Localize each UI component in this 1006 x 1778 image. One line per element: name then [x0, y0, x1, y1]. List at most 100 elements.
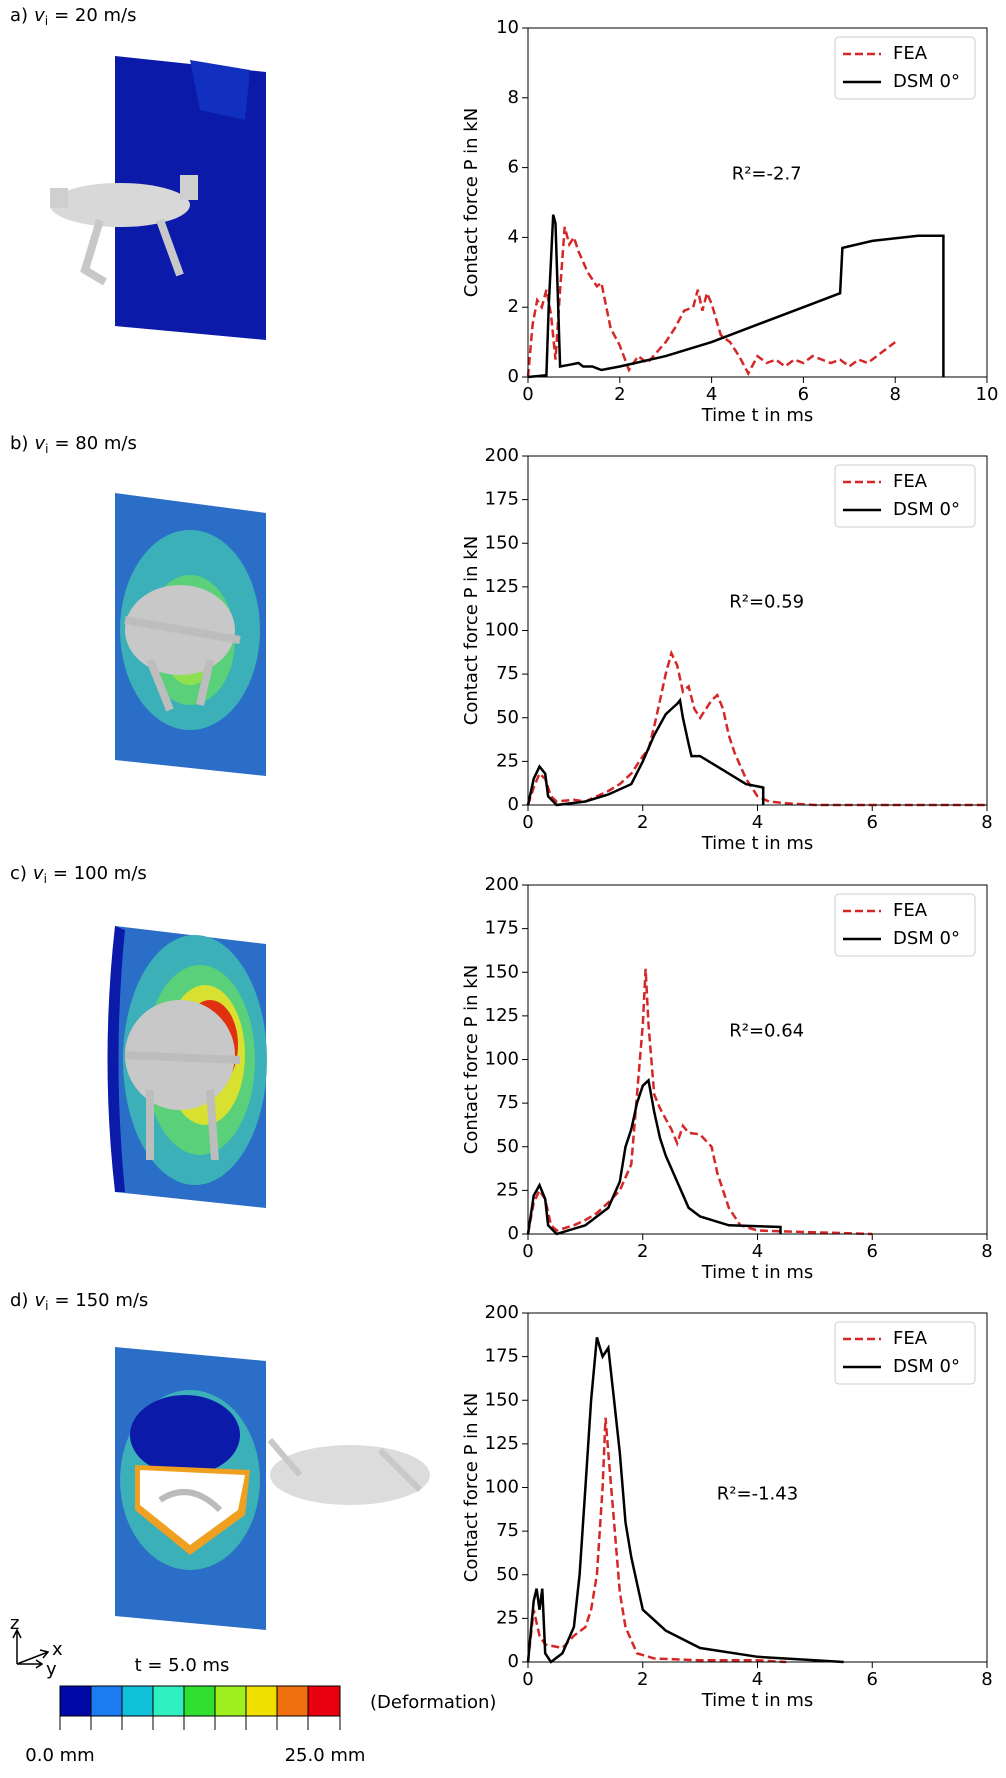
- legend-label: DSM 0°: [893, 499, 960, 520]
- y-tick-label: 0: [508, 366, 519, 387]
- panel-subscript: i: [45, 1299, 48, 1313]
- y-axis-label: Contact force P in kN: [461, 536, 482, 725]
- series-line: [526, 226, 896, 378]
- panel-symbol: v: [34, 433, 45, 454]
- y-tick-label: 6: [508, 157, 519, 178]
- legend-label: DSM 0°: [893, 71, 960, 92]
- y-tick-label: 0: [508, 1223, 519, 1244]
- x-tick-label: 8: [981, 812, 992, 833]
- legend-label: FEA: [893, 900, 928, 921]
- legend-box: [834, 893, 976, 957]
- legend-box: [834, 1321, 976, 1385]
- x-tick-label: 2: [614, 384, 625, 405]
- x-tick-label: 4: [752, 1669, 763, 1690]
- r2-annotation: R²=0.59: [729, 592, 804, 613]
- panel-label: b) vi = 80 m/s: [10, 433, 137, 456]
- simulation-d: [115, 1347, 430, 1630]
- colorbar: [59, 1685, 341, 1730]
- x-tick-label: 2: [637, 1669, 648, 1690]
- legend-label: DSM 0°: [893, 1356, 960, 1377]
- y-tick-label: 0: [508, 1651, 519, 1672]
- x-tick-label: 2: [637, 812, 648, 833]
- y-tick-label: 175: [485, 489, 519, 510]
- y-tick-label: 4: [508, 226, 519, 247]
- r2-annotation: R²=-2.7: [732, 164, 802, 185]
- x-tick-label: 4: [752, 812, 763, 833]
- y-tick-label: 200: [485, 874, 519, 895]
- triad-y: y: [46, 1659, 57, 1680]
- legend-box: [834, 36, 976, 100]
- y-tick-label: 75: [496, 1092, 519, 1113]
- x-tick-label: 6: [867, 1241, 878, 1262]
- x-tick-label: 6: [867, 812, 878, 833]
- plot-frame: [527, 27, 988, 378]
- y-tick-label: 150: [485, 961, 519, 982]
- simulation-b: [115, 493, 266, 776]
- legend-box: [834, 464, 976, 528]
- x-axis-label: Time t in ms: [701, 1262, 814, 1283]
- y-axis-label: Contact force P in kN: [461, 1393, 482, 1582]
- y-tick-label: 25: [496, 1607, 519, 1628]
- y-axis-label: Contact force P in kN: [461, 108, 482, 297]
- plot-frame: [527, 455, 988, 806]
- y-tick-label: 200: [485, 1302, 519, 1323]
- plot-frame: [527, 1312, 988, 1663]
- y-tick-label: 125: [485, 1433, 519, 1454]
- y-tick-label: 50: [496, 1564, 519, 1585]
- series-line: [526, 1417, 787, 1664]
- x-axis-label: Time t in ms: [701, 833, 814, 854]
- panel-symbol: v: [34, 5, 45, 26]
- x-tick-label: 6: [867, 1669, 878, 1690]
- series-line: [526, 968, 873, 1236]
- colorbar-min: 0.0 mm: [25, 1745, 94, 1766]
- y-tick-label: 50: [496, 1136, 519, 1157]
- simulation-c: [107, 926, 267, 1208]
- panel-letter: d): [10, 1290, 28, 1311]
- panel-symbol: v: [34, 1290, 45, 1311]
- y-tick-label: 50: [496, 707, 519, 728]
- colorbar-title: (Deformation): [370, 1692, 496, 1713]
- panel-subscript: i: [44, 872, 47, 886]
- triad-x: x: [52, 1639, 63, 1660]
- x-tick-label: 4: [706, 384, 717, 405]
- x-tick-label: 6: [798, 384, 809, 405]
- triad-z: z: [10, 1613, 19, 1634]
- panel-speed: = 150 m/s: [54, 1290, 148, 1311]
- panel-subscript: i: [45, 442, 48, 456]
- x-tick-label: 4: [752, 1241, 763, 1262]
- x-tick-label: 2: [637, 1241, 648, 1262]
- y-tick-label: 175: [485, 1346, 519, 1367]
- series-line: [527, 214, 945, 379]
- x-tick-label: 0: [522, 812, 533, 833]
- x-axis-label: Time t in ms: [701, 1690, 814, 1711]
- series-line: [526, 649, 987, 807]
- legend-label: FEA: [893, 43, 928, 64]
- x-axis-label: Time t in ms: [701, 405, 814, 426]
- r2-annotation: R²=0.64: [729, 1021, 804, 1042]
- x-tick-label: 0: [522, 1241, 533, 1262]
- simulation-a: [50, 56, 266, 340]
- y-tick-label: 2: [508, 296, 519, 317]
- axis-triad: [12, 1628, 50, 1669]
- legend-label: FEA: [893, 1328, 928, 1349]
- y-tick-label: 25: [496, 750, 519, 771]
- legend-label: DSM 0°: [893, 928, 960, 949]
- y-tick-label: 0: [508, 794, 519, 815]
- r2-annotation: R²=-1.43: [717, 1483, 798, 1504]
- panel-speed: = 100 m/s: [53, 863, 147, 884]
- x-tick-label: 10: [976, 384, 999, 405]
- x-tick-label: 0: [522, 1669, 533, 1690]
- y-tick-label: 150: [485, 1389, 519, 1410]
- panel-label: d) vi = 150 m/s: [10, 1290, 148, 1313]
- time-label: t = 5.0 ms: [135, 1655, 230, 1676]
- y-tick-label: 100: [485, 1049, 519, 1070]
- series-line: [526, 1337, 844, 1664]
- panel-letter: c): [10, 863, 27, 884]
- y-tick-label: 10: [496, 17, 519, 38]
- x-tick-label: 8: [981, 1669, 992, 1690]
- panel-letter: a): [10, 5, 28, 26]
- y-tick-label: 175: [485, 918, 519, 939]
- plot-frame: [527, 884, 988, 1235]
- y-axis-label: Contact force P in kN: [461, 965, 482, 1154]
